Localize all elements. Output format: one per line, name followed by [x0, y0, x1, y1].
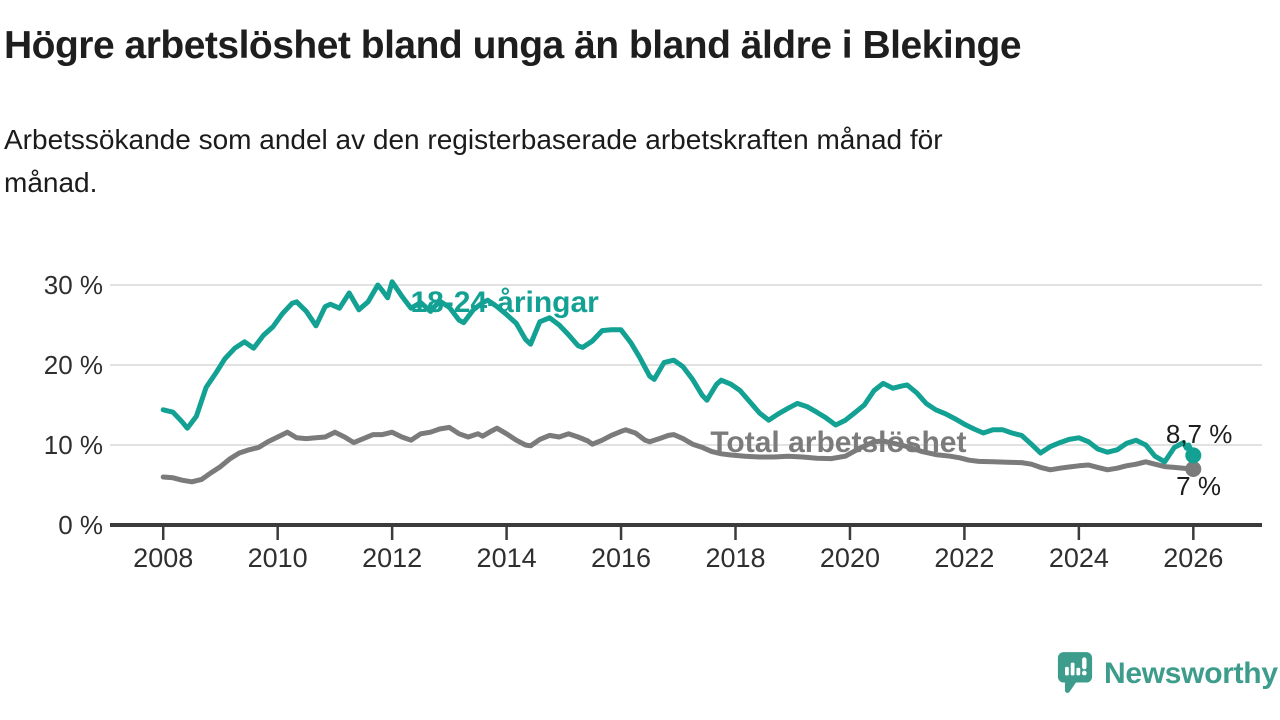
end-value-label-0: 8,7 %	[1166, 419, 1233, 449]
x-axis-tick-label: 2020	[820, 543, 880, 573]
newsworthy-speech-bubble-icon	[1057, 652, 1093, 693]
y-axis-tick-label: 10 %	[44, 430, 103, 460]
exclamation-stem	[1082, 657, 1087, 670]
x-axis-tick-label: 2008	[133, 543, 193, 573]
series-line-youth	[160, 279, 1196, 465]
page-subtitle-line-1: Arbetssökande som andel av den registerb…	[4, 124, 943, 155]
bar-2	[1070, 662, 1075, 676]
page-title: Högre arbetslöshet bland unga än bland ä…	[4, 24, 1022, 67]
x-axis-tick-label: 2012	[362, 543, 422, 573]
y-axis-tick-label: 20 %	[44, 350, 103, 380]
x-axis-tick-label: 2026	[1163, 543, 1223, 573]
x-axis-tick-label: 2018	[705, 543, 765, 573]
newsworthy-wordmark: Newsworthy	[1104, 656, 1278, 690]
exclamation-dot	[1081, 670, 1087, 676]
page-subtitle: Arbetssökande som andel av den registerb…	[4, 118, 943, 204]
series-label-total: Total arbetslöshet	[710, 426, 966, 459]
x-axis-tick-label: 2016	[591, 543, 651, 573]
series-line-total	[160, 424, 1196, 485]
series-end-dot-total	[1185, 461, 1202, 477]
newsworthy-logo: Newsworthy	[1056, 650, 1278, 697]
x-axis-tick-label: 2022	[934, 543, 994, 573]
end-value-label-1: 7 %	[1176, 471, 1221, 501]
y-axis-tick-label: 30 %	[44, 270, 103, 300]
speech-bubble-shape	[1057, 652, 1093, 693]
bar-3	[1076, 667, 1081, 676]
x-axis-tick-label: 2024	[1049, 543, 1109, 573]
y-axis-tick-label: 0 %	[58, 510, 103, 540]
x-axis-tick-label: 2010	[248, 543, 308, 573]
series-label-youth: 18-24-åringar	[410, 286, 599, 319]
page-subtitle-line-2: månad.	[4, 167, 98, 198]
x-axis-tick-label: 2014	[477, 543, 537, 573]
series-end-dot-youth	[1185, 447, 1202, 464]
unemployment-line-chart: 0 % 10 % 20 % 30 % 2008 2010 2012 2014 2016 2018 2…	[44, 270, 1262, 573]
bar-1	[1065, 666, 1069, 676]
